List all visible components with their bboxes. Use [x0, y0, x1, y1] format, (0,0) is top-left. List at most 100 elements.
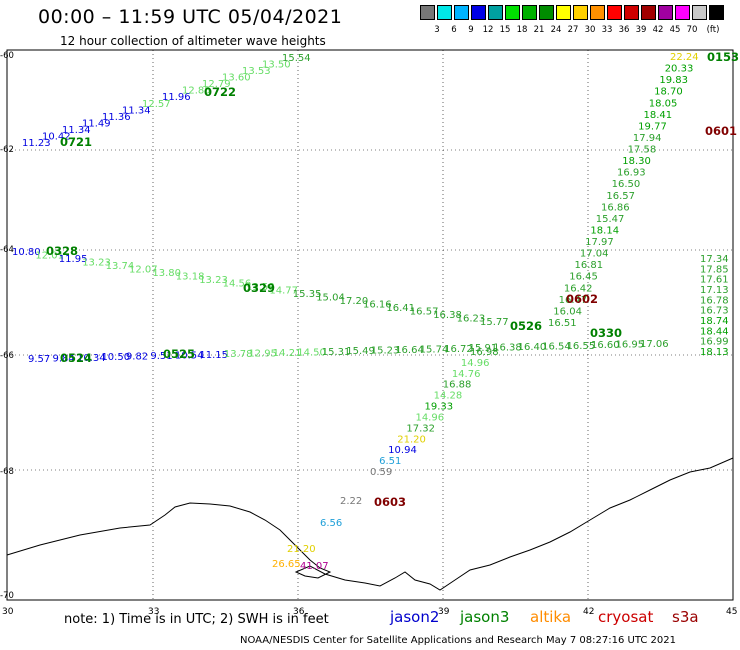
wave-height-value: 12.57 [142, 99, 171, 110]
wave-height-value: 17.85 [700, 264, 729, 275]
wave-height-value: 17.34 [700, 254, 729, 265]
wave-height-value: 16.81 [575, 260, 604, 271]
wave-height-value: 9.84 [52, 353, 74, 364]
wave-height-value: 21.20 [397, 434, 426, 445]
wave-height-value: 13.60 [222, 73, 251, 84]
legend-tick-label: 33 [601, 25, 613, 35]
wave-height-value: 18.41 [643, 110, 672, 121]
wave-height-value: 12.79 [202, 79, 231, 90]
lat-label: -66 [0, 351, 14, 361]
satellite-name-s3a: s3a [672, 608, 699, 626]
wave-height-value: 17.94 [633, 133, 662, 144]
wave-height-value: 11.96 [162, 92, 191, 103]
legend-tick-label: 6 [451, 25, 457, 35]
wave-height-value: 22.24 [670, 52, 699, 63]
wave-height-value: 16.93 [617, 168, 646, 179]
wave-height-value: 18.44 [700, 326, 729, 337]
wave-height-value: 16.54 [542, 341, 571, 352]
lon-label: 42 [583, 607, 594, 617]
wave-height-value: 16.78 [700, 295, 729, 306]
wave-height-value: 17.06 [640, 339, 669, 350]
wave-height-value: 16.64 [395, 345, 424, 356]
wave-height-value: 15.35 [293, 289, 322, 300]
wave-height-value: 21.20 [287, 544, 316, 555]
pass-time-label: 0602 [566, 292, 598, 306]
wave-height-value: 18.70 [654, 87, 683, 98]
wave-height-value: 16.47 [559, 295, 588, 306]
wave-height-value: 11.36 [102, 112, 131, 123]
legend-swatch [488, 5, 503, 20]
wave-height-value: 9.51 [150, 351, 172, 362]
wave-height-value: 15.91 [469, 343, 498, 354]
wave-height-value: 18.13 [700, 347, 729, 358]
wave-height-value: 16.40 [518, 342, 547, 353]
wave-height-value: 16.51 [548, 318, 577, 329]
wave-height-value: 18.05 [649, 98, 678, 109]
pass-time-label: 0524 [60, 351, 92, 365]
legend-tick-label: 42 [652, 25, 664, 35]
legend-swatch [675, 5, 690, 20]
lat-label: -60 [0, 51, 14, 61]
wave-height-value: 16.57 [410, 307, 439, 318]
wave-height-value: 16.23 [457, 314, 486, 325]
legend-swatch [590, 5, 605, 20]
wave-height-value: 13.58 [246, 282, 275, 293]
wave-height-value: 14.28 [434, 391, 463, 402]
lat-label: -62 [0, 145, 14, 155]
legend-tick-label: 30 [584, 25, 596, 35]
lon-label: 39 [438, 607, 450, 617]
wave-height-value: 0.59 [370, 467, 392, 478]
wave-height-value: 10.54 [175, 350, 204, 361]
wave-height-value: 41.07 [300, 561, 329, 572]
footer-credit: NOAA/NESDIS Center for Satellite Applica… [240, 635, 676, 646]
pass-time-label: 0601 [705, 124, 737, 138]
wave-height-value: 14.50 [297, 347, 326, 358]
legend-swatch [573, 5, 588, 20]
wave-height-value: 10.34 [77, 353, 106, 364]
wave-height-value: 13.74 [106, 261, 135, 272]
wave-height-value: 13.53 [242, 66, 271, 77]
pass-time-label: 0525 [163, 347, 195, 361]
wave-height-value: 16.57 [606, 191, 635, 202]
wave-height-value: 11.15 [199, 350, 228, 361]
wave-height-value: 17.20 [340, 296, 369, 307]
wave-height-value: 17.58 [628, 145, 657, 156]
wave-height-value: 11.34 [122, 105, 151, 116]
wave-height-value: 16.55 [567, 341, 596, 352]
wave-height-value: 15.49 [346, 346, 375, 357]
wave-height-value: 10.42 [42, 131, 71, 142]
legend-swatch [522, 5, 537, 20]
legend-tick-label: 70 [686, 25, 698, 35]
wave-height-value: 14.96 [461, 358, 490, 369]
pass-time-label: 0721 [60, 135, 92, 149]
wave-height-value: 16.73 [700, 306, 729, 317]
lon-label: 45 [726, 607, 737, 617]
wave-height-value: 13.50 [262, 60, 291, 71]
legend-swatch [420, 5, 435, 20]
legend-swatch [624, 5, 639, 20]
wave-height-value: 9.57 [28, 354, 50, 365]
wave-height-value: 11.34 [62, 125, 91, 136]
wave-height-value: 6.51 [379, 456, 401, 467]
legend-swatch [454, 5, 469, 20]
wave-height-value: 2.22 [340, 496, 362, 507]
wave-height-value: 11.95 [59, 254, 88, 265]
wave-height-value: 17.04 [580, 249, 609, 260]
pass-time-label: 0603 [374, 495, 406, 509]
wave-height-value: 17.13 [700, 285, 729, 296]
legend-swatch [471, 5, 486, 20]
wave-height-value: 17.32 [406, 423, 435, 434]
legend-tick-label: 39 [635, 25, 647, 35]
wave-height-value: 14.96 [415, 412, 444, 423]
legend-swatch [505, 5, 520, 20]
legend-tick-label: 36 [618, 25, 630, 35]
wave-height-value: 12.85 [182, 86, 211, 97]
legend-swatch [658, 5, 673, 20]
pass-time-label: 0328 [46, 244, 78, 258]
wave-height-value: 12.01 [35, 251, 64, 262]
wave-height-value: 9.82 [126, 352, 148, 363]
altimeter-tracks: 11.2310.4211.3411.4911.3611.3412.5711.96… [12, 50, 739, 572]
satellite-name-jason2: jason2 [390, 608, 440, 626]
wave-height-value: 15.47 [596, 214, 625, 225]
lon-label: 30 [2, 607, 14, 617]
